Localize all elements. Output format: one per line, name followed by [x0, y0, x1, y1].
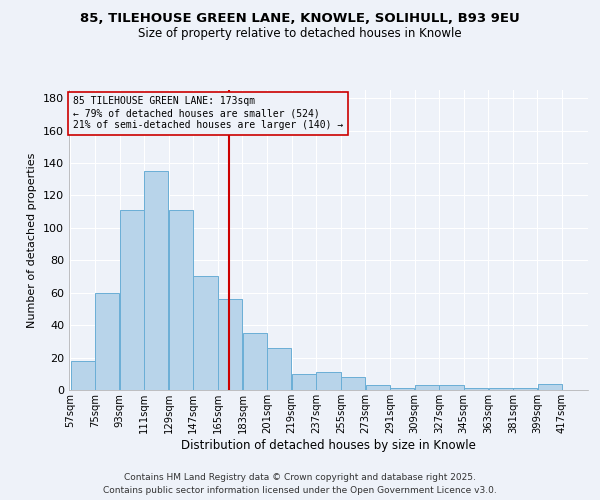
Bar [292, 374, 316, 390]
Bar [439, 385, 464, 390]
X-axis label: Distribution of detached houses by size in Knowle: Distribution of detached houses by size … [181, 438, 476, 452]
Text: Size of property relative to detached houses in Knowle: Size of property relative to detached ho… [138, 28, 462, 40]
Text: Contains HM Land Registry data © Crown copyright and database right 2025.: Contains HM Land Registry data © Crown c… [124, 472, 476, 482]
Bar [169, 210, 193, 390]
Bar [513, 388, 537, 390]
Text: 85, TILEHOUSE GREEN LANE, KNOWLE, SOLIHULL, B93 9EU: 85, TILEHOUSE GREEN LANE, KNOWLE, SOLIHU… [80, 12, 520, 26]
Bar [464, 388, 488, 390]
Bar [71, 361, 95, 390]
Bar [95, 292, 119, 390]
Bar [538, 384, 562, 390]
Bar [267, 348, 292, 390]
Y-axis label: Number of detached properties: Number of detached properties [28, 152, 37, 328]
Bar [193, 276, 218, 390]
Bar [316, 372, 341, 390]
Bar [120, 210, 144, 390]
Bar [145, 171, 169, 390]
Bar [415, 385, 439, 390]
Bar [341, 377, 365, 390]
Text: 85 TILEHOUSE GREEN LANE: 173sqm
← 79% of detached houses are smaller (524)
21% o: 85 TILEHOUSE GREEN LANE: 173sqm ← 79% of… [73, 96, 343, 130]
Bar [390, 388, 415, 390]
Text: Contains public sector information licensed under the Open Government Licence v3: Contains public sector information licen… [103, 486, 497, 495]
Bar [218, 299, 242, 390]
Bar [488, 388, 512, 390]
Bar [365, 385, 390, 390]
Bar [242, 333, 267, 390]
